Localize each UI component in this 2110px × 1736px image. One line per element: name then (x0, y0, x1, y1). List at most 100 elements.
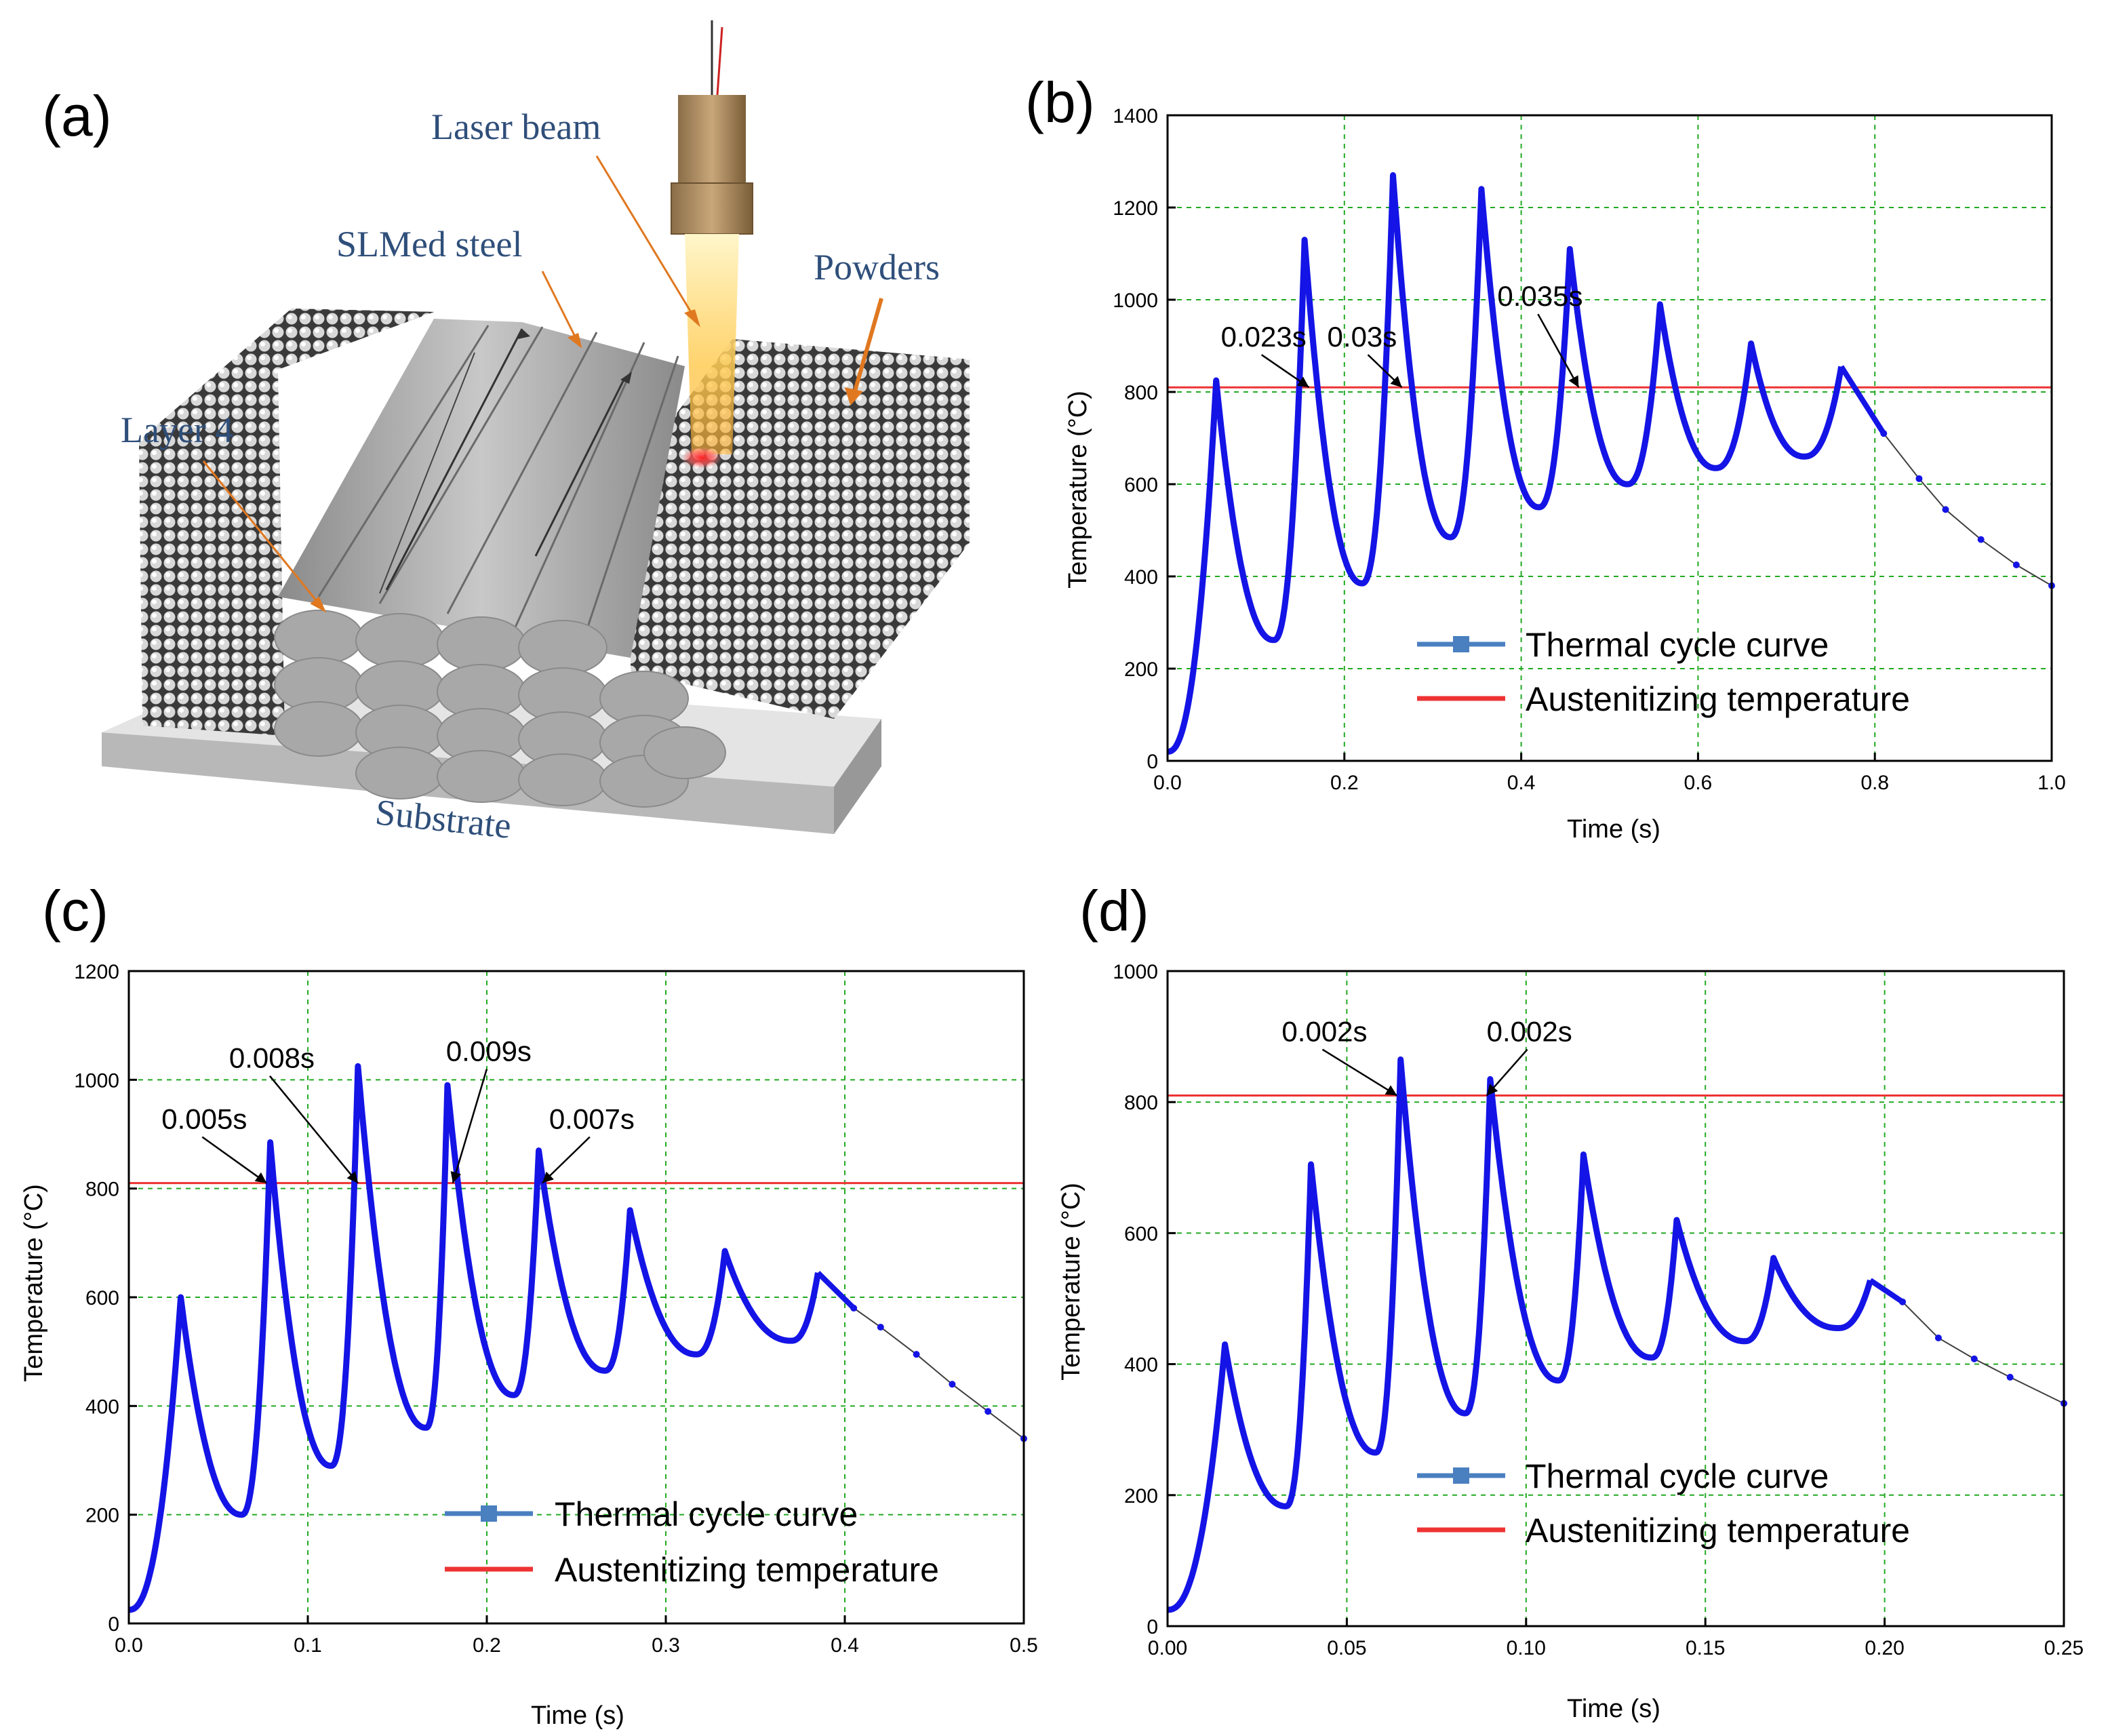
x-tick-label: 0.8 (1860, 772, 1889, 794)
y-tick-label: 800 (1124, 382, 1158, 404)
thermal-curve-tail-head (1839, 365, 1886, 435)
x-tick-label: 0.00 (1148, 1637, 1187, 1659)
tail-data-point (984, 1408, 992, 1415)
tail-data-point (877, 1324, 884, 1331)
annotation-arrow (452, 1069, 488, 1184)
annotation-label: 0.005s (161, 1103, 247, 1135)
legend-curve-label: Thermal cycle curve (1526, 626, 1829, 664)
chart-b-legend: Thermal cycle curve Austenitizing temper… (1417, 626, 1910, 718)
x-tick-label: 0.4 (1507, 772, 1536, 794)
annotation-arrowhead (346, 1171, 358, 1183)
legend-curve-label: Thermal cycle curve (1526, 1457, 1829, 1495)
annotation-label: 0.023s (1221, 321, 1307, 353)
slmed-tracks (274, 319, 726, 808)
tail-data-point (1934, 1334, 1942, 1341)
label-slmed-steel: SLMed steel (336, 224, 522, 264)
tail-data-point (949, 1381, 956, 1388)
annotation-arrow (201, 1136, 268, 1184)
panel-a: (a) (42, 20, 970, 846)
melt-spot (681, 447, 722, 469)
chart-d-legend: Thermal cycle curve Austenitizing temper… (1417, 1457, 1910, 1550)
chart-c-x-axis-label: Time (s) (531, 1701, 624, 1730)
x-tick-label: 0.15 (1686, 1637, 1725, 1659)
tail-data-point (850, 1305, 858, 1312)
x-tick-label: 0.20 (1865, 1637, 1904, 1659)
annotation-arrow (541, 1136, 591, 1184)
powder-bed-left (139, 309, 434, 736)
annotation-arrowhead (1296, 376, 1309, 388)
x-tick-label: 0.2 (1330, 772, 1359, 794)
x-tick-label: 0.25 (2044, 1637, 2084, 1659)
y-tick-label: 1000 (74, 1069, 119, 1092)
tail-data-point (2006, 1373, 2014, 1381)
y-tick-label: 600 (1124, 474, 1158, 496)
annotation-label: 0.03s (1328, 321, 1397, 353)
x-tick-label: 1.0 (2037, 772, 2066, 794)
annotation-label: 0.002s (1487, 1016, 1572, 1048)
annotation-arrowhead (254, 1172, 267, 1183)
label-laser-beam: Laser beam (431, 106, 601, 147)
chart-d-plot-area: 0.002s 0.002s (1166, 970, 2067, 1628)
y-tick-label: 400 (1124, 1354, 1158, 1377)
chart-b-y-axis-label: Temperature (°C) (1064, 391, 1092, 589)
annotation-label: 0.007s (549, 1103, 635, 1135)
y-tick-label: 200 (85, 1505, 119, 1527)
annotation-arrowhead (450, 1171, 462, 1183)
chart-d-letter: (d) (1079, 879, 1149, 943)
y-tick-label: 600 (1124, 1223, 1158, 1245)
annotation-label: 0.035s (1497, 280, 1582, 312)
annotation-label: 0.002s (1281, 1016, 1367, 1048)
legend-austenite-label: Austenitizing temperature (1526, 1512, 1910, 1550)
layer-cross-section (274, 610, 726, 808)
y-tick-label: 800 (85, 1179, 119, 1201)
x-tick-label: 0.3 (652, 1634, 680, 1657)
annotation-arrowhead (1486, 1084, 1498, 1096)
y-tick-label: 1000 (1113, 290, 1158, 312)
chart-b-x-axis-label: Time (s) (1567, 815, 1660, 844)
x-tick-label: 0.1 (294, 1634, 322, 1657)
annotation-arrowhead (1385, 1085, 1397, 1096)
legend-curve-marker (481, 1505, 497, 1522)
chart-b-plot-area: 0.023s 0.03s 0.035s (1166, 114, 2055, 762)
thermal-curve-tail-head (816, 1271, 856, 1310)
y-tick-label: 400 (85, 1396, 119, 1418)
annotation-arrow (268, 1075, 359, 1184)
laser-beam (685, 234, 739, 454)
y-tick-label: 1200 (74, 961, 119, 983)
x-tick-label: 0.2 (473, 1634, 501, 1657)
chart-d: (d) 0.002s 0.002s 0.00 0.05 0.10 0.15 0.20 0.2… (1057, 879, 2084, 1723)
annotation-arrowhead (542, 1171, 554, 1183)
y-tick-label: 200 (1124, 658, 1158, 681)
legend-curve-marker (1453, 636, 1469, 652)
chart-d-x-axis-label: Time (s) (1567, 1695, 1660, 1723)
powder-bed-right (631, 339, 970, 719)
annotation-label: 0.008s (229, 1042, 315, 1074)
label-powders: Powders (814, 247, 940, 288)
tail-data-point (913, 1351, 920, 1358)
plot-frame (1166, 114, 2053, 762)
legend-curve-label: Thermal cycle curve (555, 1495, 858, 1533)
annotation-arrow (1321, 1048, 1398, 1097)
x-tick-label: 0.0 (1153, 772, 1182, 794)
chart-c-plot-area: 0.005s 0.008s 0.009s 0.007s (127, 970, 1027, 1625)
thermal-cycle-curve (1166, 1056, 1873, 1613)
chart-b-letter: (b) (1025, 71, 1095, 134)
y-tick-label: 0 (1147, 751, 1158, 773)
y-tick-label: 1200 (1113, 197, 1158, 220)
y-tick-label: 0 (1147, 1616, 1158, 1638)
x-tick-label: 0.4 (831, 1634, 859, 1657)
laser-head (671, 20, 753, 235)
chart-c-letter: (c) (42, 879, 108, 943)
annotation-arrow (1537, 313, 1580, 388)
label-layer: Layer 4 (121, 410, 233, 450)
legend-curve-marker (1453, 1467, 1469, 1484)
label-arrows (202, 155, 883, 613)
legend-austenite-label: Austenitizing temperature (1526, 680, 1910, 718)
y-tick-label: 1400 (1113, 105, 1158, 127)
chart-d-y-axis-label: Temperature (°C) (1057, 1183, 1086, 1381)
chart-d-ticks: 0.00 0.05 0.10 0.15 0.20 0.25 0 200 400 600 800 100… (1113, 961, 2084, 1659)
y-tick-label: 200 (1124, 1485, 1158, 1507)
annotation-label: 0.009s (446, 1035, 532, 1067)
